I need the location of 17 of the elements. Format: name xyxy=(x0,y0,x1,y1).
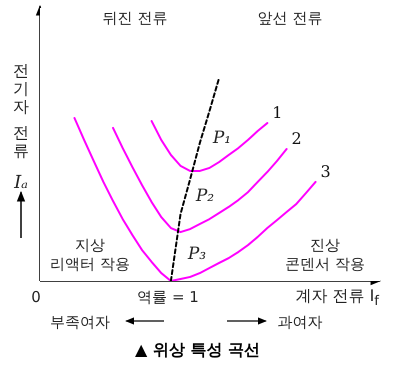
text: 뒤진 전류 xyxy=(102,9,168,28)
annotation: 지상 리액터 작용 xyxy=(49,236,131,274)
annotation: P₃ xyxy=(186,244,208,264)
text: ▲ 위상 특성 곡선 xyxy=(134,340,261,361)
series-label: 3 xyxy=(320,162,331,181)
y-axis-title: 전기자 전류 Iₐ xyxy=(12,61,30,193)
x-axis-title: 계자 전류 I$_{f}$ xyxy=(295,286,379,310)
text: 역률 = 1 xyxy=(136,288,200,307)
text: 과여자 xyxy=(276,313,324,332)
series-label: 2 xyxy=(292,129,302,148)
annotation: 진상 콘덴서 작용 xyxy=(284,236,366,274)
annotation: P₁ xyxy=(212,128,232,148)
text: 0 xyxy=(30,288,42,307)
annotation: P₂ xyxy=(194,186,216,206)
text: 앞선 전류 xyxy=(256,9,324,28)
series-label: 1 xyxy=(272,103,282,122)
text: 부족여자 xyxy=(49,313,111,332)
